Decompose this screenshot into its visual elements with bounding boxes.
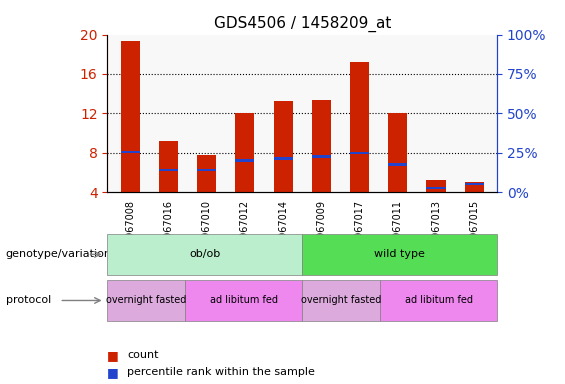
- Bar: [464, 182, 484, 192]
- Bar: [159, 169, 178, 171]
- Text: ■: ■: [107, 349, 119, 362]
- Bar: [312, 101, 331, 192]
- Text: ■: ■: [107, 366, 119, 379]
- Text: overnight fasted: overnight fasted: [106, 295, 186, 306]
- Bar: [236, 113, 254, 192]
- Text: ob/ob: ob/ob: [189, 249, 220, 260]
- Text: overnight fasted: overnight fasted: [301, 295, 381, 306]
- Bar: [350, 62, 369, 192]
- Bar: [427, 180, 446, 192]
- Bar: [388, 113, 407, 192]
- Text: protocol: protocol: [6, 295, 51, 306]
- Bar: [273, 101, 293, 192]
- Text: ad libitum fed: ad libitum fed: [210, 295, 278, 306]
- Bar: [197, 155, 216, 192]
- Bar: [121, 151, 140, 153]
- Bar: [464, 183, 484, 185]
- Text: wild type: wild type: [374, 249, 425, 260]
- Bar: [350, 152, 369, 154]
- Bar: [236, 159, 254, 162]
- Bar: [121, 41, 140, 192]
- Text: percentile rank within the sample: percentile rank within the sample: [127, 367, 315, 377]
- Title: GDS4506 / 1458209_at: GDS4506 / 1458209_at: [214, 16, 391, 32]
- Text: ad libitum fed: ad libitum fed: [405, 295, 473, 306]
- Bar: [427, 187, 446, 189]
- Bar: [388, 163, 407, 166]
- Text: genotype/variation: genotype/variation: [6, 249, 112, 260]
- Bar: [197, 169, 216, 171]
- Bar: [159, 141, 178, 192]
- Bar: [312, 156, 331, 158]
- Bar: [273, 157, 293, 160]
- Text: count: count: [127, 350, 159, 360]
